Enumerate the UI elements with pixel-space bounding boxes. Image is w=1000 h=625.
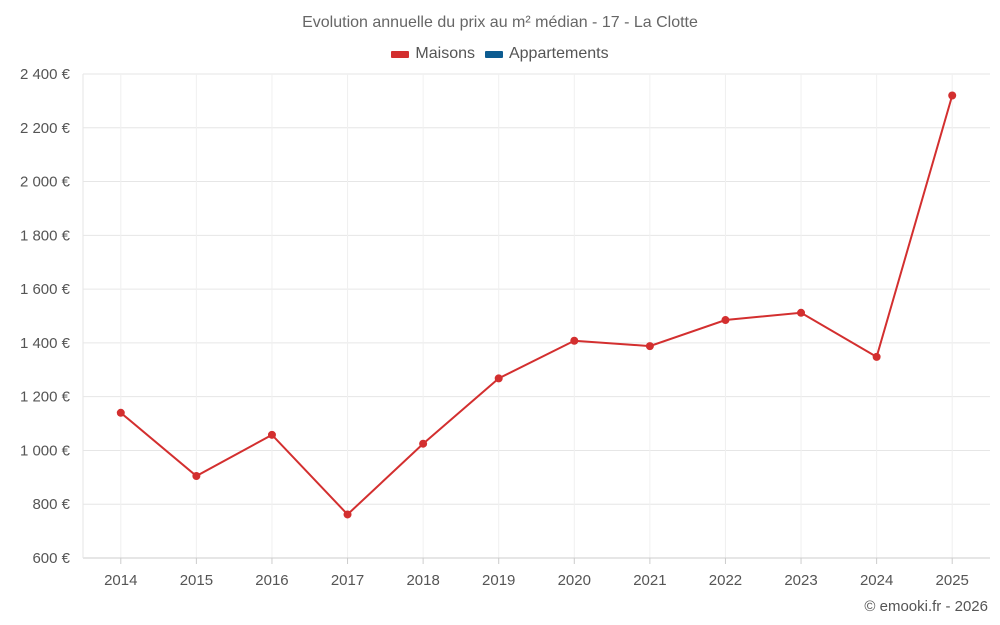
legend-item-maisons[interactable]: Maisons (391, 45, 475, 63)
legend-item-appartements[interactable]: Appartements (484, 45, 609, 63)
x-tick-label: 2021 (633, 572, 666, 589)
data-point-maisons-2018 (419, 439, 428, 448)
y-tick-label: 2 400 € (20, 66, 71, 83)
x-tick-label: 2018 (406, 572, 439, 589)
legend-swatch-maisons (391, 50, 410, 58)
y-tick-label: 600 € (32, 550, 70, 567)
data-point-maisons-2024 (872, 352, 881, 361)
y-tick-label: 1 800 € (20, 227, 71, 244)
credit-text: © emooki.fr - 2026 (864, 598, 988, 615)
x-tick-label: 2016 (255, 572, 288, 589)
chart-legend: Maisons Appartements (0, 45, 1000, 63)
legend-label-appartements: Appartements (508, 45, 609, 62)
data-point-maisons-2016 (267, 430, 276, 439)
data-point-maisons-2020 (570, 336, 579, 345)
x-tick-label: 2022 (709, 572, 742, 589)
data-point-maisons-2017 (343, 510, 352, 519)
y-tick-label: 1 200 € (20, 389, 71, 406)
y-tick-label: 1 600 € (20, 281, 71, 298)
x-tick-label: 2014 (104, 572, 137, 589)
series-line-maisons (120, 95, 954, 516)
data-point-maisons-2025 (948, 91, 957, 100)
data-point-maisons-2019 (494, 374, 503, 383)
data-point-maisons-2015 (192, 471, 201, 480)
y-tick-label: 800 € (32, 496, 70, 513)
data-point-maisons-2022 (721, 316, 730, 325)
data-point-maisons-2023 (797, 308, 806, 317)
legend-swatch-appartements (484, 50, 503, 58)
x-tick-label: 2017 (331, 572, 364, 589)
y-tick-label: 1 000 € (20, 442, 71, 459)
y-tick-label: 2 200 € (20, 120, 71, 137)
y-tick-label: 1 400 € (20, 335, 71, 352)
x-tick-label: 2024 (860, 572, 893, 589)
x-tick-label: 2023 (784, 572, 817, 589)
legend-label-maisons: Maisons (415, 45, 475, 62)
x-tick-label: 2019 (482, 572, 515, 589)
chart-title: Evolution annuelle du prix au m² médian … (302, 14, 698, 31)
y-tick-label: 2 000 € (20, 174, 71, 191)
x-tick-label: 2020 (558, 572, 591, 589)
data-point-maisons-2014 (116, 408, 125, 417)
data-point-maisons-2021 (645, 342, 654, 351)
x-tick-label: 2015 (180, 572, 213, 589)
x-tick-label: 2025 (936, 572, 969, 589)
